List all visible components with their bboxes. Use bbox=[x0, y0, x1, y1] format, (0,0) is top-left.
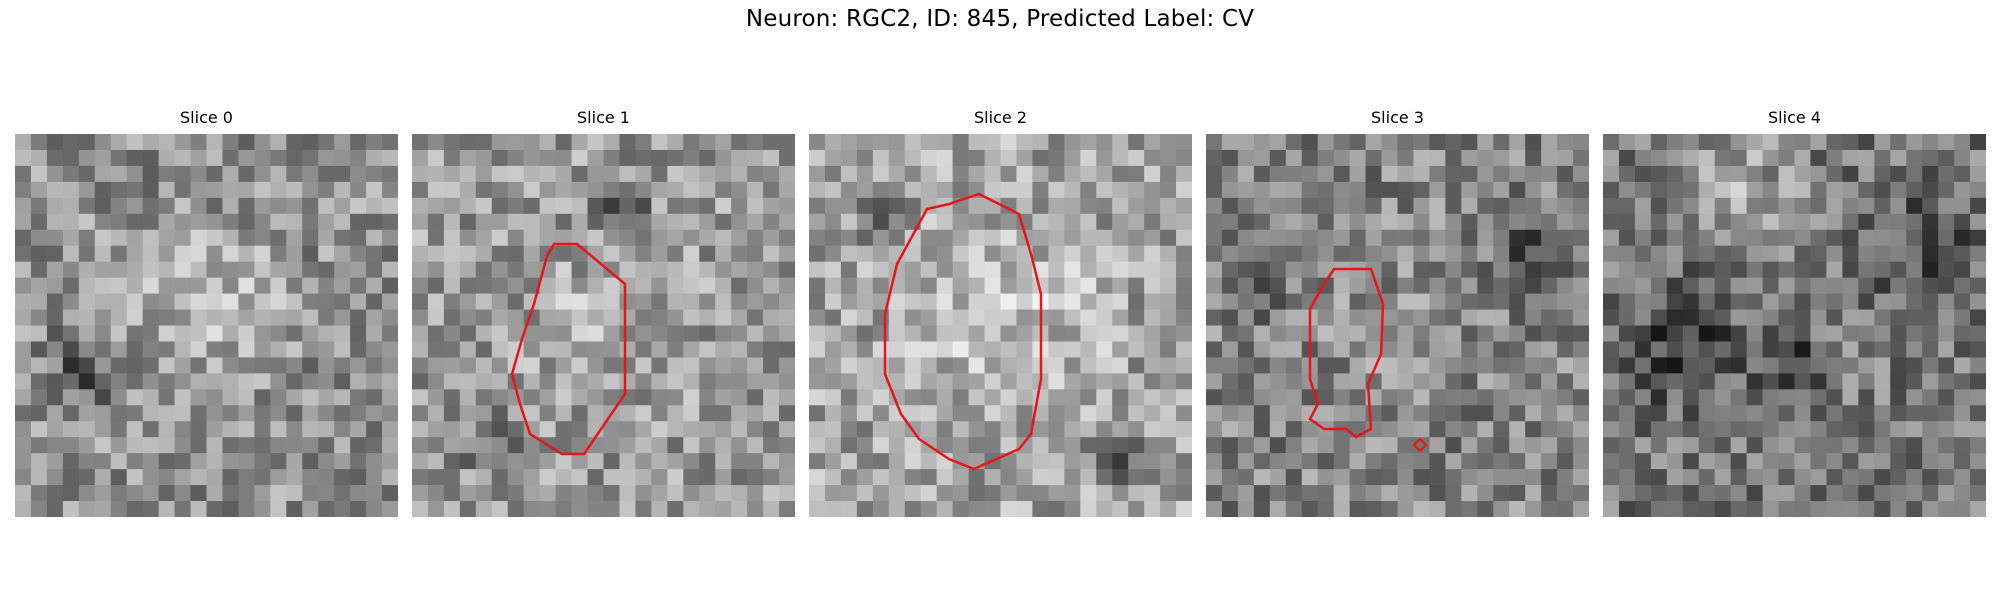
slice-3-contour-fragment bbox=[1412, 437, 1428, 453]
slice-3-pixels bbox=[1206, 134, 1589, 517]
figure-title: Neuron: RGC2, ID: 845, Predicted Label: … bbox=[745, 6, 1255, 32]
slice-1-title: Slice 1 bbox=[577, 108, 630, 127]
slice-2-image bbox=[809, 134, 1192, 517]
slice-0-image bbox=[15, 134, 398, 517]
slice-2-contour bbox=[883, 192, 1043, 471]
slice-4-title: Slice 4 bbox=[1768, 108, 1821, 127]
slice-3-contour bbox=[1308, 267, 1385, 439]
slice-panel-0: Slice 0 bbox=[15, 108, 398, 517]
slice-panel-3: Slice 3 bbox=[1206, 108, 1589, 517]
slice-3-title: Slice 3 bbox=[1371, 108, 1424, 127]
slice-0-title: Slice 0 bbox=[180, 108, 233, 127]
slice-1-contour bbox=[510, 242, 627, 456]
slice-0-pixels bbox=[15, 134, 398, 517]
slice-3-image bbox=[1206, 134, 1589, 517]
slice-4-image bbox=[1603, 134, 1986, 517]
slice-panel-2: Slice 2 bbox=[809, 108, 1192, 517]
slice-4-pixels bbox=[1603, 134, 1986, 517]
slice-2-title: Slice 2 bbox=[974, 108, 1027, 127]
slice-2-pixels bbox=[809, 134, 1192, 517]
slice-panel-1: Slice 1 bbox=[412, 108, 795, 517]
slice-panel-4: Slice 4 bbox=[1603, 108, 1986, 517]
slice-1-image bbox=[412, 134, 795, 517]
slice-1-pixels bbox=[412, 134, 795, 517]
